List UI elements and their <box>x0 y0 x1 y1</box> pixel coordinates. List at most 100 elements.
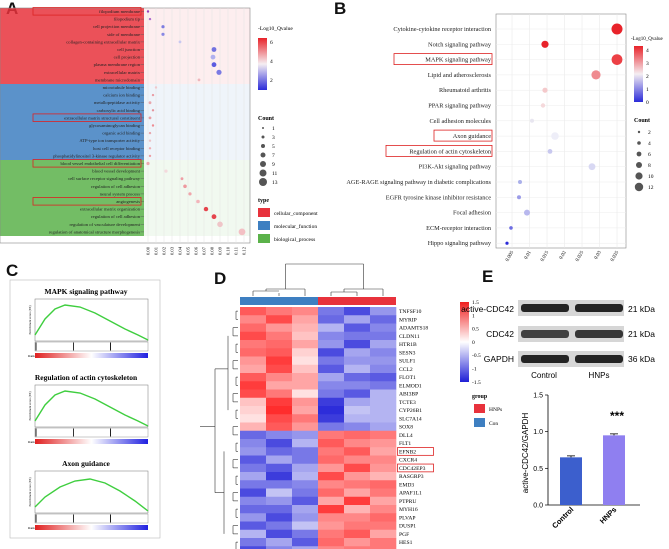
heatmap-cell <box>266 521 293 531</box>
gsea-es-curve <box>34 304 149 341</box>
heatmap-gene-label: PGF <box>399 532 409 538</box>
heatmap-cell <box>292 455 319 465</box>
heatmap-cell <box>370 422 397 432</box>
heatmap-group-cell <box>370 297 396 305</box>
heatmap-cell <box>370 356 397 366</box>
gsea-hit-frame <box>34 513 149 524</box>
heatmap-cell <box>266 364 293 374</box>
blot-lane-hnps: HNPs <box>589 371 610 380</box>
panel-a-dot <box>178 40 182 44</box>
heatmap-cell <box>370 389 397 399</box>
heatmap-cell <box>292 323 319 333</box>
heatmap-cell <box>266 538 293 547</box>
heatmap-cell <box>318 546 345 549</box>
panel-a-highlight-box <box>32 159 142 168</box>
heatmap-scale-tick: -1 <box>472 367 477 373</box>
heatmap-cell <box>318 430 345 440</box>
bar-ytick-label: 0.5 <box>533 466 543 473</box>
panel-a-highlight-box <box>32 197 142 206</box>
heatmap-cell <box>318 364 345 374</box>
panel-a-dot <box>148 147 152 150</box>
panel-a-dot <box>216 69 222 75</box>
panel-label-c: C <box>6 261 18 280</box>
panel-label-b: B <box>334 0 346 18</box>
heatmap-cell <box>292 356 319 366</box>
heatmap-scale-tick: 1.5 <box>472 300 479 306</box>
panel-a-dot <box>148 154 152 158</box>
heatmap-cell <box>292 373 319 382</box>
blot-band <box>575 330 623 338</box>
panel-b-color-tick: 3 <box>646 61 649 67</box>
panel-a-dot <box>148 116 152 120</box>
heatmap-cell <box>318 488 345 498</box>
heatmap-cell <box>344 505 371 514</box>
panel-a-xtick: 0.11 <box>234 246 239 255</box>
heatmap-cell <box>344 480 371 489</box>
panel-b-xtick: 0.035 <box>610 250 620 263</box>
heatmap-cell <box>370 364 397 374</box>
heatmap-cell <box>266 381 293 390</box>
panel-a-xtick: 0.05 <box>186 246 191 255</box>
heatmap-cell <box>318 505 345 514</box>
panel-b-legend: -Log10_Qvalue 4 3 2 1 0 Count 2 4 6 8 10 12 <box>631 37 663 192</box>
heatmap-cell <box>344 315 371 324</box>
heatmap-cell <box>292 348 319 357</box>
panel-b-plot-frame <box>495 13 627 249</box>
panel-a-term-label: neural system process <box>100 191 141 196</box>
panel-a-dot <box>217 221 223 228</box>
heatmap-cell <box>292 463 319 473</box>
heatmap-cell <box>370 472 397 481</box>
heatmap-cell <box>292 546 319 549</box>
bar-rect <box>603 435 625 505</box>
heatmap-cell <box>344 439 371 448</box>
heatmap-cell <box>292 422 319 432</box>
panel-a-color-tick: 6 <box>270 40 273 46</box>
heatmap-cell <box>370 538 397 547</box>
panel-a-term-label: regulation of cell adhesion <box>91 214 141 219</box>
panel-a-xtick: 0.08 <box>210 246 215 255</box>
heatmap-gene-label: APAF1L1 <box>399 491 422 497</box>
bar-ylabel: active-CDC42/GAPDH <box>521 413 530 494</box>
panel-a-dot <box>238 228 246 236</box>
heatmap-cell <box>370 480 397 489</box>
heatmap-cell <box>318 323 345 333</box>
panel-a-dot <box>161 25 165 29</box>
panel-a-dot <box>197 78 201 82</box>
heatmap-cell <box>370 373 397 382</box>
heatmap-cell <box>240 414 267 423</box>
heatmap-cell <box>344 331 371 341</box>
panel-a-xtick: 0.09 <box>218 246 223 255</box>
panel-a-count-label: 7 <box>272 153 275 159</box>
group-label-con: Con <box>489 421 498 427</box>
heatmap-cell <box>318 472 345 481</box>
panel-a-count-dot <box>262 127 264 129</box>
panel-b-pathway-label: PI3K-Akt signaling pathway <box>419 164 492 171</box>
panel-b-count-label: 2 <box>648 130 651 136</box>
heatmap-cell <box>292 397 319 407</box>
heatmap-cell <box>344 463 371 473</box>
panel-a-xtick: 0.07 <box>202 246 207 255</box>
heatmap-cell <box>266 496 293 506</box>
blot-band <box>521 355 569 363</box>
heatmap-group-cell <box>344 297 370 305</box>
panel-b-highlight-box <box>433 129 493 142</box>
heatmap-gene-label: RASGRP3 <box>399 474 424 480</box>
heatmap-cell <box>344 447 371 456</box>
heatmap-gene-label: CDC42EP3 <box>399 466 426 472</box>
heatmap-cell <box>292 513 319 522</box>
heatmap-cell <box>318 480 345 489</box>
heatmap-cell <box>240 331 267 341</box>
heatmap-cell <box>240 513 267 522</box>
heatmap-cell <box>266 513 293 522</box>
panel-a-color-title: -Log10_Qvalue <box>258 26 293 32</box>
panel-b-color-tick: 2 <box>646 74 649 80</box>
panel-b-count-label: 6 <box>648 152 651 158</box>
heatmap-cell <box>292 447 319 456</box>
heatmap-cell <box>318 307 345 316</box>
heatmap-cell <box>240 439 267 448</box>
heatmap-cell <box>370 397 397 407</box>
panel-a-term-label: organic acid binding <box>102 131 140 136</box>
panel-b-count-dot <box>637 130 641 134</box>
heatmap-gene-label: CLDN11 <box>399 334 420 340</box>
heatmap-cell <box>370 331 397 341</box>
